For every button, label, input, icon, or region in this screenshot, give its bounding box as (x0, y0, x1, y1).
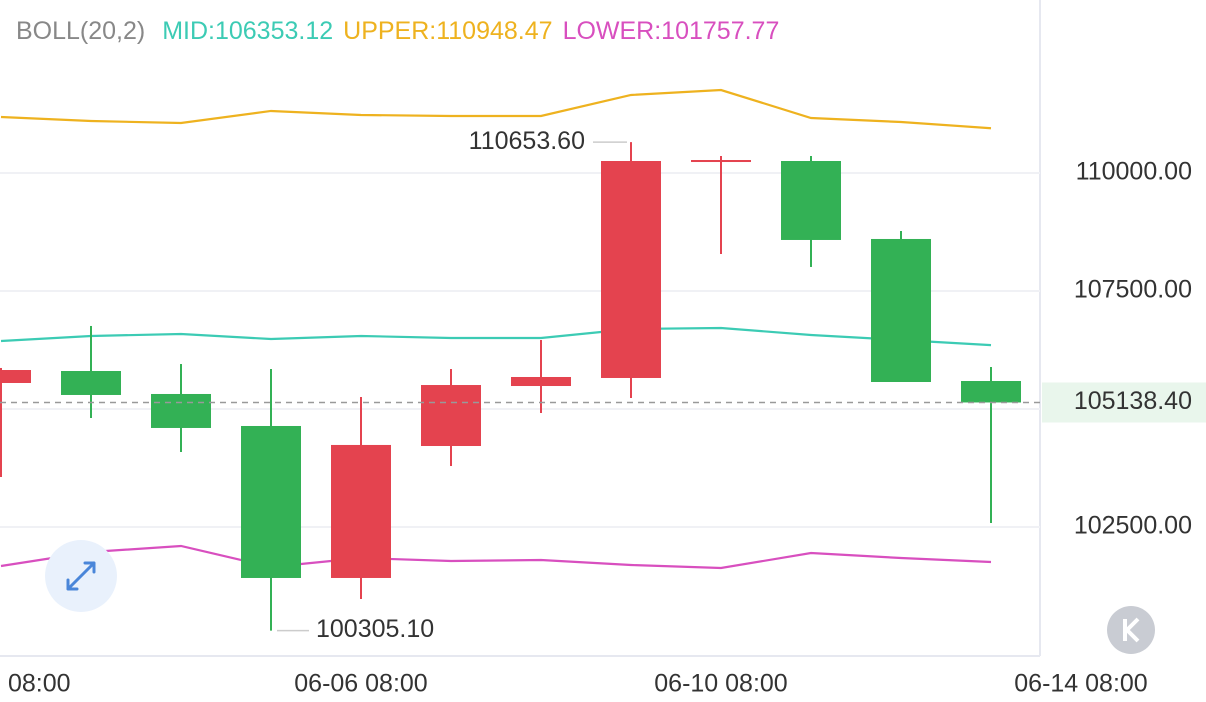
expand-icon (66, 561, 96, 591)
x-tick-label: 06-14 08:00 (1014, 670, 1147, 698)
y-tick-label: 102500.00 (1074, 512, 1192, 540)
low-annotation: 100305.10 (316, 615, 434, 643)
high-annotation: 110653.60 (469, 127, 585, 155)
y-tick-label: 110000.00 (1076, 158, 1192, 186)
candle-body (331, 444, 391, 578)
candle-body (0, 370, 31, 383)
x-tick-label: 06-10 08:00 (654, 670, 787, 698)
candle-body (781, 161, 841, 240)
candle-body (871, 238, 931, 382)
x-tick-label: 08:00 (8, 670, 71, 698)
candle-body (61, 371, 121, 395)
boll-line (0, 326, 992, 347)
candle-body (691, 160, 751, 163)
candle-body (961, 381, 1021, 403)
boll-line (0, 88, 992, 130)
plot: 110653.60 100305.10 (0, 88, 1040, 643)
last-price-box (1042, 382, 1206, 423)
legend: BOLL(20,2) MID:106353.12 UPPER:110948.47 L… (16, 17, 779, 45)
legend-entry: LOWER:101757.77 (563, 17, 780, 45)
legend-entry: MID:106353.12 (162, 17, 333, 45)
legend-entry: UPPER:110948.47 (343, 17, 552, 45)
candle-body (241, 425, 301, 578)
candle-body (421, 385, 481, 447)
boll-line (0, 544, 992, 570)
last-price-label: 105138.40 (1074, 387, 1192, 415)
x-tick-label: 06-06 08:00 (294, 670, 427, 698)
indicator-label: BOLL(20,2) (16, 17, 145, 45)
candle-body (601, 161, 661, 378)
candle-body (511, 376, 571, 387)
y-tick-label: 107500.00 (1074, 276, 1192, 304)
scroll-icon (1123, 617, 1140, 643)
candle-body (151, 393, 211, 428)
scroll-latest-button[interactable] (1107, 606, 1155, 654)
